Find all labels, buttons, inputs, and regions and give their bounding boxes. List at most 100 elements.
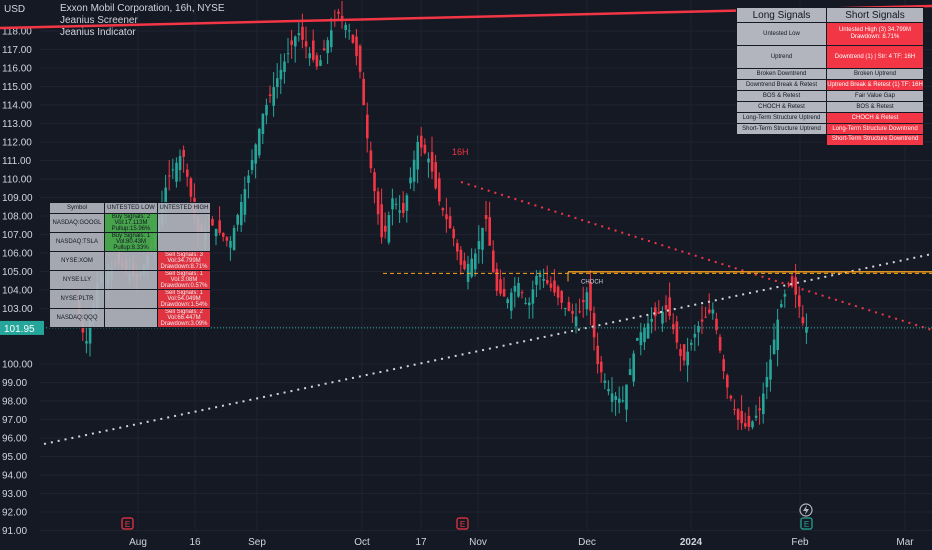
price-tick-label: 104.00 [2,286,33,297]
screener-low-cell [104,308,158,328]
price-axis[interactable]: 118.00 117.00 116.00 115.00 114.00 113.00 112.… [2,27,33,538]
candle-body [247,175,250,183]
long-signals-header: Long Signals [736,7,827,23]
dividend-icon[interactable] [799,503,813,517]
candle-body [286,53,290,55]
earnings-marker[interactable] [800,517,813,530]
earnings-marker-letter: E [460,520,465,529]
screener-symbol-cell[interactable]: NYSE:PLTR [49,289,105,309]
indicator-jeanius-label[interactable]: Jeanius Indicator [60,27,136,38]
candle-body [596,345,599,364]
earnings-marker[interactable] [121,517,134,530]
short-signal-cell: Broken Uptrend [826,68,924,80]
candle-body [618,398,621,403]
candle-body [736,409,740,420]
long-signal-cell: Uptrend [736,45,827,69]
candle-body [340,15,344,20]
price-tick-label: 96.00 [2,434,27,445]
candle-body [412,159,416,182]
candle-body [675,321,679,343]
candle-body [693,333,697,338]
time-tick-label: 2024 [680,537,703,548]
candle-body [319,60,322,66]
candle-body [337,11,340,14]
candle-body [492,250,495,273]
candle-body [391,198,394,210]
candle-body [679,349,682,356]
screener-symbol-cell[interactable]: NYSE:LLY [49,270,105,290]
candle-body [780,304,783,308]
candle-body [546,279,549,284]
candle-body [614,396,617,400]
candle-body [441,208,445,211]
time-tick-label: Sep [248,537,266,548]
short-signal-cell: Untested High (3) 34.799M Drawdown: 8.71… [826,22,924,46]
candle-body [243,189,247,215]
candle-body [520,292,524,294]
candle-body [301,26,304,40]
short-signal-cell: BOS & Retest [826,101,924,113]
candle-body [189,178,193,197]
candle-body [254,144,257,164]
candle-body [186,169,189,177]
candle-body [790,276,794,287]
price-tick-label: 91.00 [2,526,27,537]
candle-body [330,30,333,48]
candle-body [351,34,355,43]
signals-row: CHOCH & Retest BOS & Retest [736,101,924,113]
price-tick-label: 113.00 [2,119,32,130]
candle-body [690,342,693,345]
screener-symbol-header: Symbol [49,202,105,214]
candle-body [279,69,283,80]
candle-body [564,307,567,309]
candle-body [805,327,808,333]
candle-body [470,258,473,277]
candle-body [553,280,556,293]
candle-body [567,302,571,311]
short-signal-cell: Short-Term Structure Downtrend [826,134,924,146]
time-tick-label: Nov [469,537,487,548]
candle-body [668,297,671,316]
candle-body [538,274,542,277]
signals-row: Untested Low Untested High (3) 34.799M Dr… [736,22,924,46]
candle-body [776,319,779,351]
signals-row: BOS & Retest Fair Value Gap [736,90,924,102]
price-tick-label: 98.00 [2,397,27,408]
price-tick-label: 99.00 [2,378,27,389]
candle-body [452,229,455,239]
candle-body [290,40,293,45]
candle-body [798,295,801,307]
candle-body [772,339,776,355]
price-tick-label: 107.00 [2,230,33,241]
candle-body [643,327,646,343]
candle-body [571,311,574,314]
candle-body [524,302,527,304]
earnings-marker[interactable] [456,517,469,530]
candle-body [250,160,254,170]
candle-body [729,395,733,399]
candle-body [531,289,535,304]
indicator-overlays: CHOCH 101.95 16H E E E [0,4,932,530]
candle-body [628,369,632,376]
candle-body [268,94,272,96]
screener-symbol-cell[interactable]: NYSE:XOM [49,251,105,271]
candle-body [542,278,545,281]
symbol-title[interactable]: Exxon Mobil Corporation, 16h, NYSE [60,3,225,14]
candle-body [484,215,488,219]
candle-body [754,415,758,418]
currency-label[interactable]: USD [4,4,26,15]
candle-body [607,388,610,392]
screener-symbol-cell[interactable]: NASDAQ:GOOGL [49,213,105,233]
candle-body [229,240,232,248]
candle-body [423,144,427,154]
candle-body [535,275,538,285]
screener-symbol-cell[interactable]: NASDAQ:TSLA [49,232,105,252]
screener-row: NASDAQ:QQQ Sell Signals: 2 Vol:66.447M Dr… [49,308,211,328]
screener-symbol-cell[interactable]: NASDAQ:QQQ [49,308,105,328]
candle-body [459,249,463,265]
candle-body [225,237,229,241]
time-axis[interactable]: Aug 16 Sep Oct 17 Nov Dec 2024 Feb Mar [129,537,914,548]
indicator-screener-label[interactable]: Jeanius Screener [60,15,138,26]
short-signal-cell: Fair Value Gap [826,90,924,102]
candle-body [276,78,279,88]
